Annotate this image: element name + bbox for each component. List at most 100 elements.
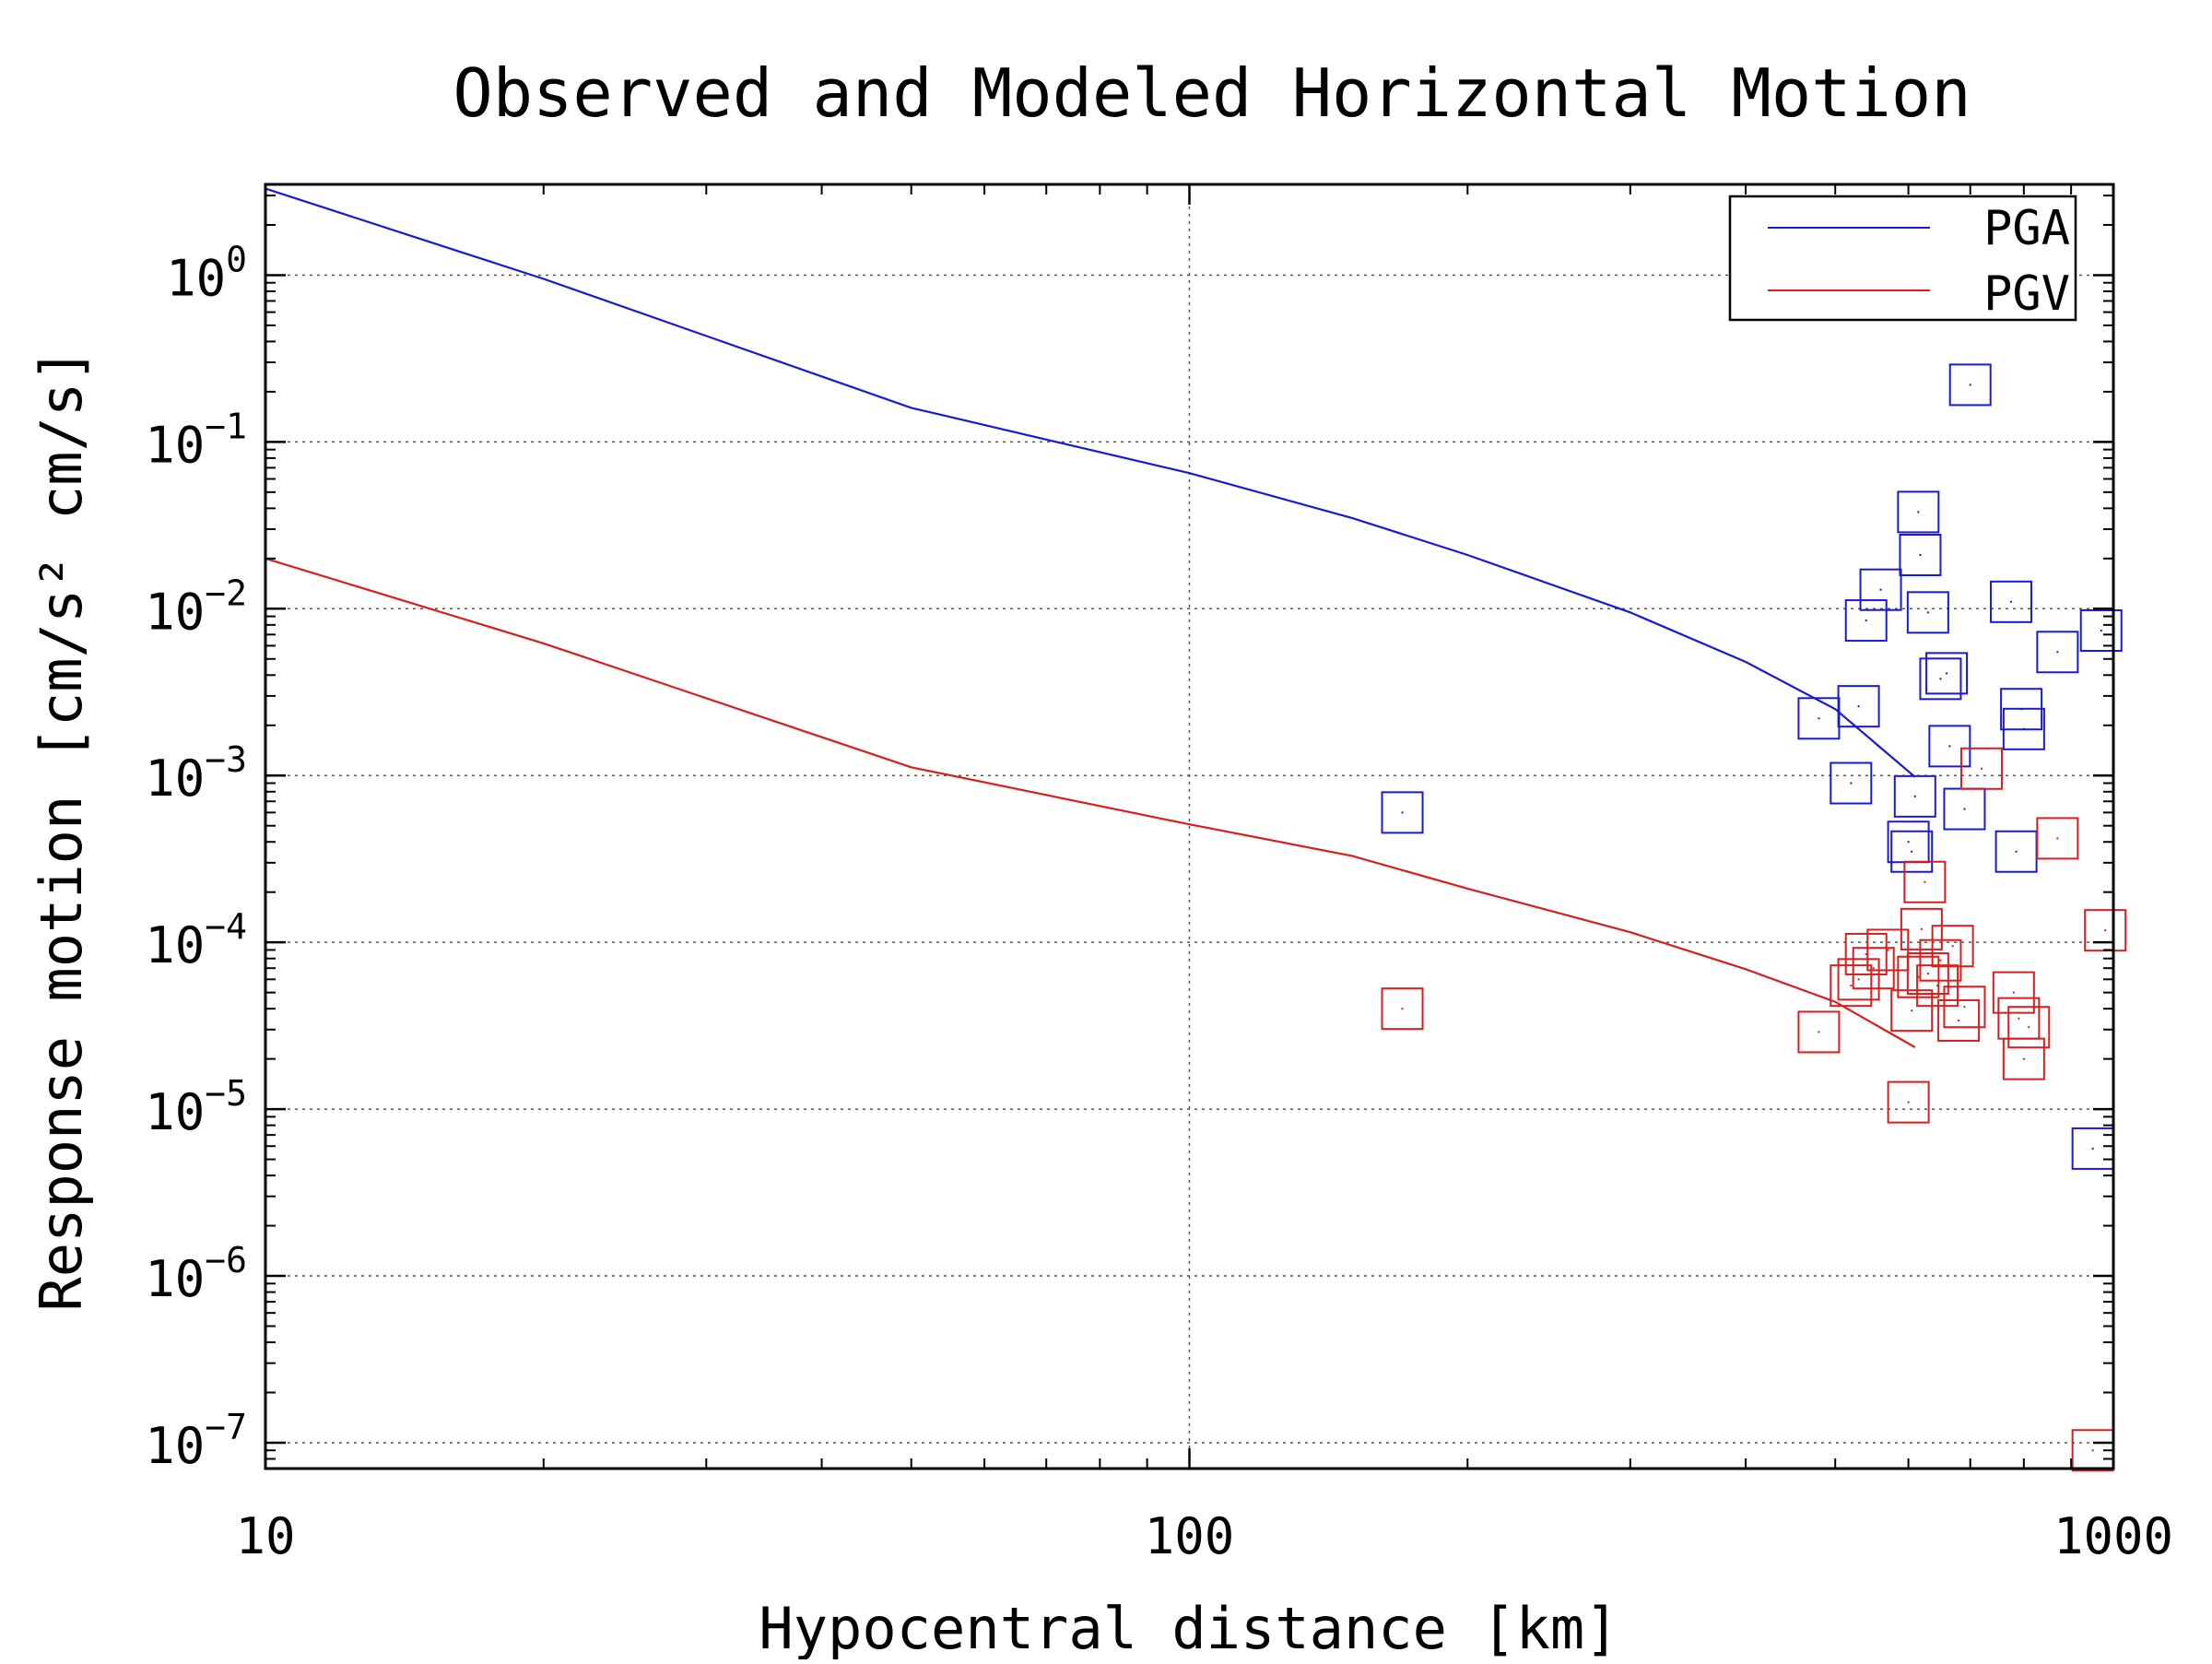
pgv-observed-marker bbox=[1797, 1010, 1841, 1054]
pga-observed-marker bbox=[1948, 363, 1992, 407]
pgv-observed-marker-dot bbox=[1926, 973, 1929, 975]
y-tick-labels: 100 10−1 10−2 10−3 10−4 10−5 10−6 10−7 bbox=[145, 239, 247, 1475]
y-tick-label: 10−2 bbox=[145, 572, 247, 641]
pgv-model-line bbox=[265, 557, 1916, 1048]
pga-observed-marker-dot bbox=[1865, 620, 1867, 622]
pgv-observed-marker bbox=[1852, 947, 1895, 990]
pga-observed-marker-dot bbox=[2056, 651, 2059, 654]
pgv-observed-marker-dot bbox=[1857, 978, 1860, 981]
pga-model-line bbox=[265, 187, 1916, 778]
pga-observed-marker-dot bbox=[1926, 611, 1929, 614]
pgv-observed-marker bbox=[1903, 860, 1947, 903]
grid-lines bbox=[265, 184, 2113, 1469]
pga-observed-marker-dot bbox=[1850, 782, 1853, 785]
pga-observed-marker bbox=[1906, 591, 1949, 634]
pgv-observed-marker bbox=[1890, 989, 1934, 1033]
legend-label-pga: PGA bbox=[1983, 201, 2070, 256]
pga-observed-marker-dot bbox=[1818, 717, 1820, 720]
pga-observed-marker-dot bbox=[2015, 850, 2018, 853]
pga-observed-marker-dot bbox=[1939, 678, 1942, 680]
tick-marks bbox=[264, 184, 2115, 1469]
pgv-observed-marker-dot bbox=[1939, 959, 1942, 962]
pgv-observed-marker bbox=[2036, 817, 2079, 860]
pgv-observed-marker-dot bbox=[1920, 927, 1923, 930]
pgv-observed-marker-dot bbox=[1911, 1009, 1913, 1012]
pga-observed-marker-dot bbox=[2010, 600, 2013, 603]
pga-observed-marker bbox=[1859, 568, 1902, 611]
x-axis-label: Hypocentral distance [km] bbox=[759, 1595, 1618, 1659]
pga-observed-marker-dot bbox=[1948, 745, 1951, 748]
pga-observed-marker-dot bbox=[1911, 850, 1913, 853]
y-axis-label: Response motion [cm/s² cm/s] bbox=[28, 348, 95, 1311]
y-tick-label: 10−6 bbox=[145, 1240, 247, 1308]
pgv-observed-marker-dot bbox=[1401, 1008, 1404, 1010]
x-tick-label: 1000 bbox=[2053, 1507, 2173, 1565]
legend: PGA PGV bbox=[1728, 195, 2077, 322]
pga-observed-marker-dot bbox=[1917, 511, 1920, 513]
pgv-observed-marker bbox=[1906, 952, 1949, 996]
pgv-observed-marker bbox=[1381, 987, 1424, 1031]
pga-observed-marker bbox=[1899, 534, 1942, 577]
y-tick-label: 100 bbox=[166, 239, 247, 307]
pgv-observed-marker bbox=[1931, 925, 1974, 968]
pga-observed-marker-dot bbox=[1907, 841, 1910, 844]
legend-box bbox=[1728, 195, 2077, 322]
pga-observed-marker bbox=[1919, 657, 1962, 701]
pgv-observed-marker bbox=[1992, 971, 2035, 1014]
legend-label-pgv: PGV bbox=[1983, 266, 2070, 322]
pga-observed-marker bbox=[1897, 490, 1940, 534]
pgv-observed-marker-dot bbox=[2012, 991, 2015, 994]
pgv-observed-marker-dot bbox=[1980, 767, 1983, 770]
pgv-observed-marker-dot bbox=[1963, 1006, 1966, 1009]
pgv-observed-marker bbox=[1943, 985, 1986, 1029]
y-tick-label: 10−4 bbox=[145, 906, 247, 974]
pgv-observed-marker-dot bbox=[2091, 1449, 2094, 1452]
pgv-observed-marker-dot bbox=[1924, 880, 1926, 883]
x-tick-label: 100 bbox=[1145, 1507, 1235, 1565]
pga-observed-marker bbox=[2036, 631, 2079, 674]
pga-observed-marker bbox=[2002, 707, 2045, 750]
pgv-observed-marker-dot bbox=[1958, 1019, 1960, 1021]
pgv-observed-marker-dot bbox=[1818, 1031, 1820, 1033]
pgv-observed-marker-dot bbox=[2018, 1017, 2020, 1020]
pga-observed-marker-dot bbox=[2100, 629, 2102, 631]
pgv-observed-marker bbox=[1837, 958, 1880, 1001]
pgv-observed-marker bbox=[1937, 998, 1981, 1042]
x-tick-label: 10 bbox=[235, 1507, 295, 1565]
y-tick-label: 10−1 bbox=[145, 406, 247, 474]
pgv-observed-marker bbox=[2002, 1037, 2045, 1080]
pgv-observed-marker-dot bbox=[1951, 945, 1954, 948]
pga-observed-marker-dot bbox=[2022, 727, 2025, 730]
pga-observed-marker bbox=[1890, 830, 1934, 873]
pgv-observed-marker-dot bbox=[1872, 967, 1875, 970]
pgv-observed-marker-dot bbox=[2056, 837, 2059, 840]
y-tick-label: 10−3 bbox=[145, 739, 247, 808]
pga-observed-marker bbox=[1844, 599, 1888, 643]
pga-observed-marker-dot bbox=[2091, 1147, 2094, 1150]
pga-observed-marker-dot bbox=[1879, 588, 1882, 591]
series-layer bbox=[265, 187, 1916, 1048]
pgv-observed-marker bbox=[1919, 938, 1962, 982]
pga-observed-marker bbox=[2079, 608, 2123, 652]
y-tick-label: 10−5 bbox=[145, 1073, 247, 1141]
pga-observed-marker-dot bbox=[1401, 811, 1404, 814]
pgv-observed-marker-dot bbox=[1917, 975, 1920, 978]
pgv-observed-marker bbox=[1959, 747, 2003, 790]
pga-observed-marker bbox=[1925, 652, 1969, 695]
pgv-observed-marker-dot bbox=[1907, 1101, 1910, 1103]
pgv-observed-marker bbox=[2007, 1006, 2051, 1049]
pga-observed-marker-dot bbox=[1946, 672, 1948, 675]
pgv-observed-marker bbox=[1916, 964, 1959, 1008]
pga-observed-marker bbox=[1928, 725, 1971, 768]
pga-observed-marker bbox=[1381, 791, 1424, 834]
y-tick-label: 10−7 bbox=[145, 1407, 247, 1475]
pga-observed-marker bbox=[1893, 774, 1936, 818]
marker-layer bbox=[1381, 363, 2127, 1472]
pga-observed-marker-dot bbox=[1857, 705, 1860, 708]
pga-observed-marker bbox=[1990, 580, 2033, 623]
pgv-observed-marker-dot bbox=[1850, 985, 1853, 987]
pgv-observed-marker bbox=[1900, 907, 1943, 950]
pga-observed-marker-dot bbox=[1919, 554, 1922, 557]
